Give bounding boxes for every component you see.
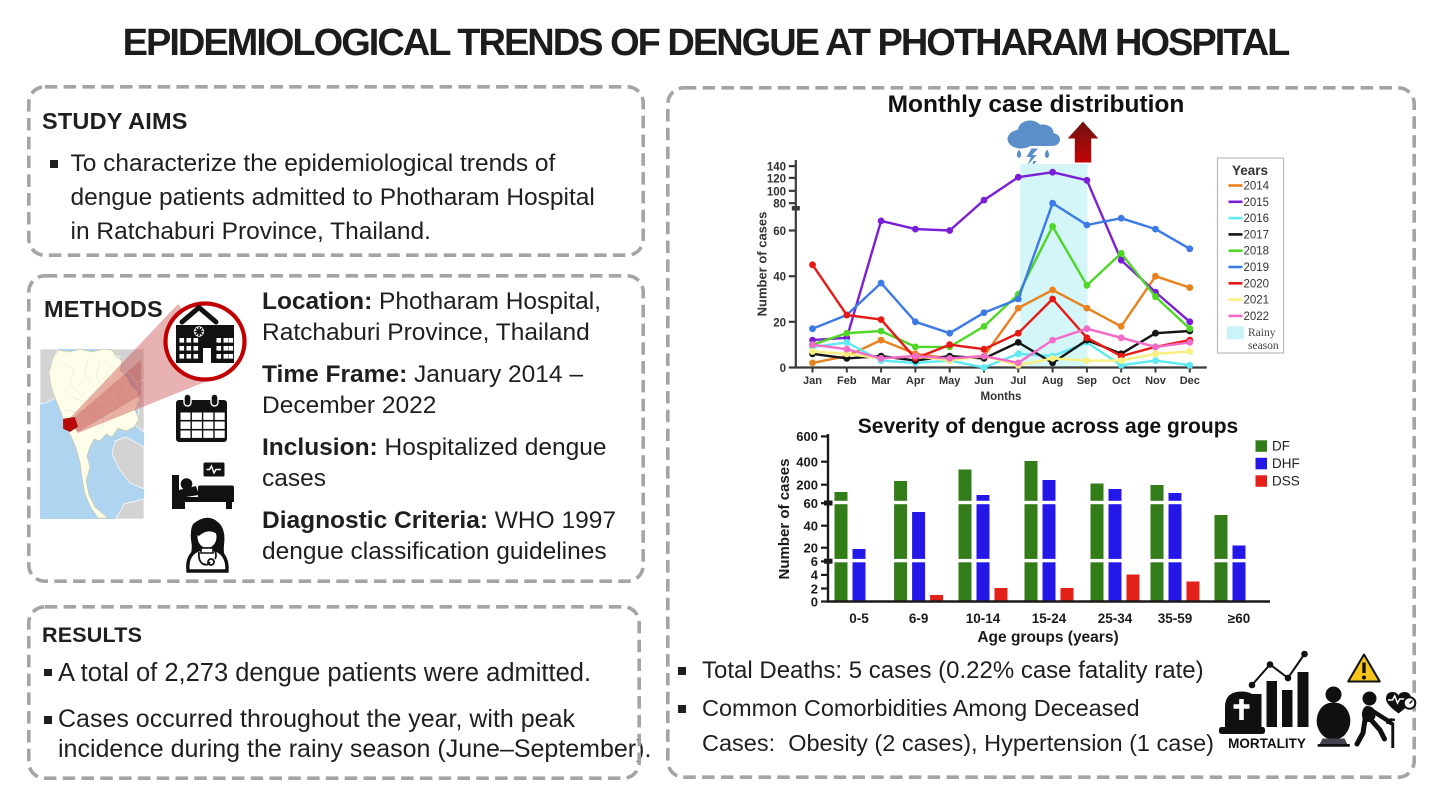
svg-text:Number of cases: Number of cases <box>776 459 793 580</box>
svg-text:2017: 2017 <box>1244 229 1270 241</box>
svg-text:2020: 2020 <box>1244 278 1270 290</box>
svg-text:Feb: Feb <box>837 375 857 387</box>
svg-text:80: 80 <box>773 199 786 211</box>
svg-text:Age groups (years): Age groups (years) <box>977 629 1118 646</box>
svg-text:0: 0 <box>811 594 818 609</box>
svg-text:season: season <box>1248 340 1279 352</box>
svg-text:2014: 2014 <box>1244 181 1270 193</box>
svg-text:2021: 2021 <box>1244 295 1270 307</box>
svg-text:120: 120 <box>767 173 786 185</box>
svg-text:DF: DF <box>1272 439 1290 454</box>
svg-text:100: 100 <box>767 186 786 198</box>
svg-text:2018: 2018 <box>1244 246 1270 258</box>
svg-text:Apr: Apr <box>906 375 926 387</box>
svg-text:35-59: 35-59 <box>1158 611 1193 626</box>
svg-text:2019: 2019 <box>1244 262 1270 274</box>
svg-text:Jul: Jul <box>1010 375 1026 387</box>
svg-text:Number of cases: Number of cases <box>755 212 770 317</box>
svg-text:40: 40 <box>804 519 818 534</box>
svg-text:Nov: Nov <box>1145 375 1167 387</box>
svg-text:4: 4 <box>811 568 819 583</box>
svg-text:Years: Years <box>1232 163 1268 178</box>
svg-text:60: 60 <box>804 496 818 511</box>
svg-text:MORTALITY: MORTALITY <box>1228 736 1306 751</box>
svg-text:10-14: 10-14 <box>966 611 1001 626</box>
svg-text:25-34: 25-34 <box>1098 611 1133 626</box>
svg-text:Sep: Sep <box>1077 375 1097 387</box>
svg-text:2016: 2016 <box>1244 213 1270 225</box>
svg-text:Rainy: Rainy <box>1248 327 1276 339</box>
svg-text:2022: 2022 <box>1244 311 1270 323</box>
svg-text:Months: Months <box>981 391 1022 403</box>
svg-text:DHF: DHF <box>1272 456 1300 471</box>
svg-text:0: 0 <box>780 363 786 375</box>
svg-text:2: 2 <box>811 581 818 596</box>
svg-text:6: 6 <box>811 554 818 569</box>
svg-text:140: 140 <box>767 162 786 174</box>
svg-text:200: 200 <box>796 478 818 493</box>
svg-text:20: 20 <box>773 317 786 329</box>
svg-text:≥60: ≥60 <box>1228 611 1250 626</box>
svg-text:0-5: 0-5 <box>849 611 869 626</box>
svg-text:15-24: 15-24 <box>1032 611 1067 626</box>
svg-text:Jan: Jan <box>803 375 822 387</box>
svg-text:Mar: Mar <box>871 375 891 387</box>
svg-text:400: 400 <box>796 455 818 470</box>
svg-text:May: May <box>939 375 961 387</box>
svg-text:Jun: Jun <box>974 375 994 387</box>
svg-text:20: 20 <box>804 541 818 556</box>
svg-text:2015: 2015 <box>1244 197 1270 209</box>
svg-text:60: 60 <box>773 226 786 238</box>
svg-text:600: 600 <box>796 429 818 444</box>
svg-text:Aug: Aug <box>1042 375 1063 387</box>
svg-text:6-9: 6-9 <box>909 611 929 626</box>
svg-text:40: 40 <box>773 272 786 284</box>
svg-text:Dec: Dec <box>1180 375 1200 387</box>
svg-text:Oct: Oct <box>1112 375 1131 387</box>
svg-text:DSS: DSS <box>1272 474 1300 489</box>
